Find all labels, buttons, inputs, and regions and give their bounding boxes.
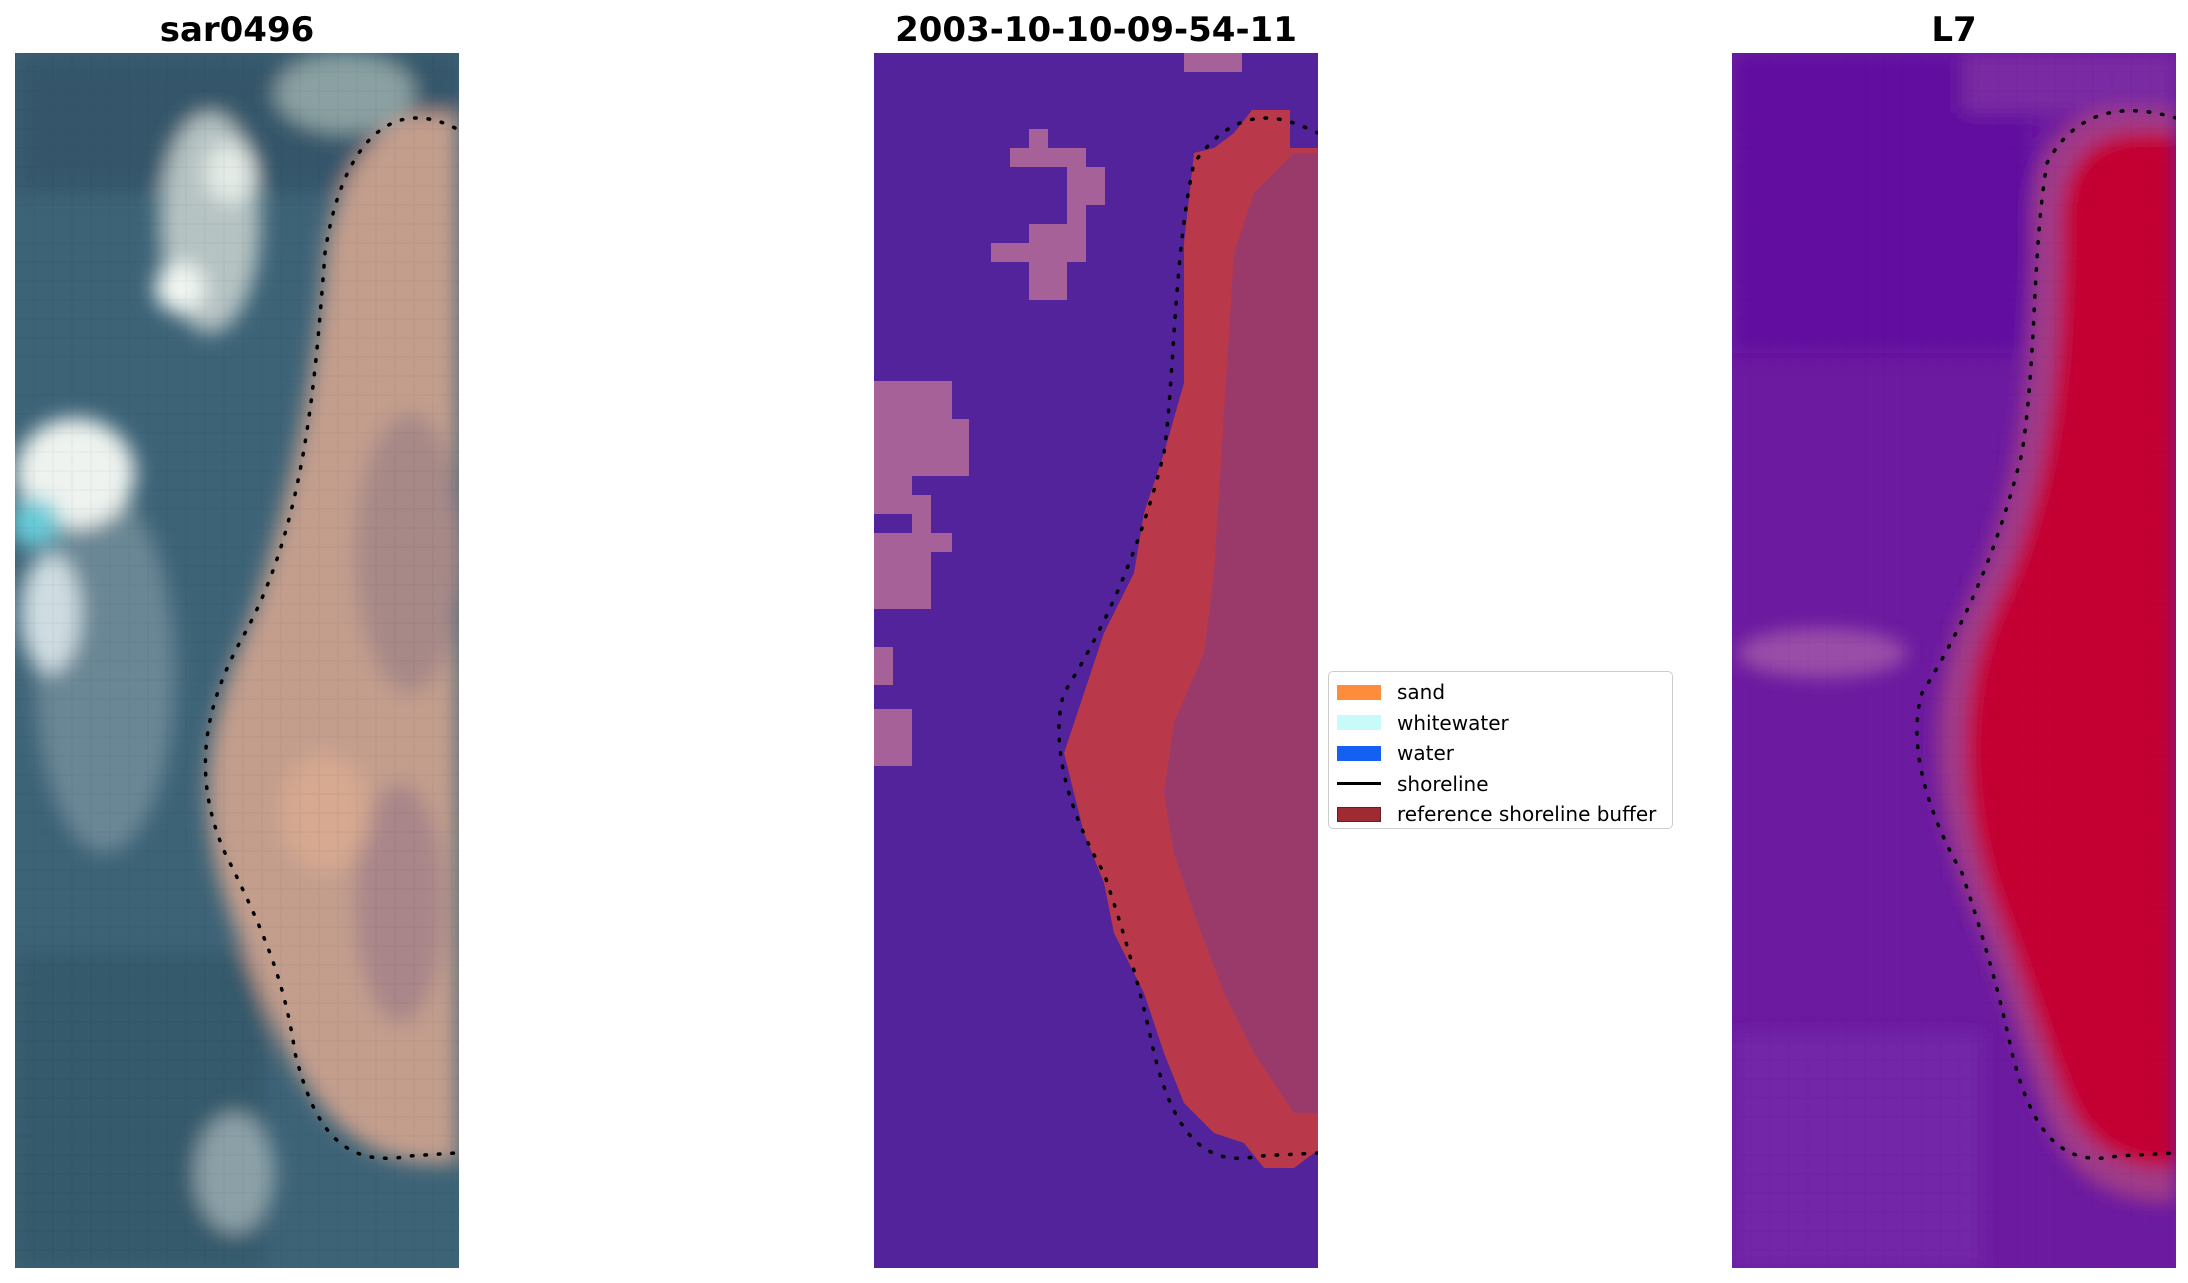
legend-swatch-reference-buffer [1337,806,1381,822]
legend-label-sand: sand [1397,680,1446,705]
legend-item-sand: sand [1337,677,1664,708]
shoreline-dotted-2 [1057,116,1318,1161]
panel-title-rgb: sar0496 [159,10,315,50]
land-area [1164,153,1318,1113]
index-image [1732,53,2176,1268]
whitewater-blobs [874,53,1242,766]
classified-image-panel [874,53,1318,1268]
legend-swatch-water [1337,745,1381,761]
legend-swatch-sand [1337,684,1381,700]
rgb-image [15,53,459,1268]
panel-title-classified: 2003-10-10-09-54-11 [895,10,1297,50]
legend-item-reference-buffer: reference shoreline buffer [1337,799,1664,830]
legend-item-shoreline: shoreline [1337,769,1664,800]
legend-label-whitewater: whitewater [1397,710,1509,735]
legend-label-water: water [1397,741,1454,766]
legend-item-water: water [1337,738,1664,769]
legend-label-shoreline: shoreline [1397,771,1489,796]
legend-label-reference-buffer: reference shoreline buffer [1397,802,1657,827]
classified-image [874,53,1318,1268]
rgb-image-panel [15,53,459,1268]
panel-title-index: L7 [1931,10,1977,50]
legend: sand whitewater water shoreline referenc… [1328,671,1673,829]
legend-swatch-whitewater [1337,715,1381,731]
legend-item-whitewater: whitewater [1337,708,1664,739]
shoreline-dotted-3 [1915,108,2176,1161]
index-image-panel [1732,53,2176,1268]
legend-line-shoreline [1337,782,1381,786]
